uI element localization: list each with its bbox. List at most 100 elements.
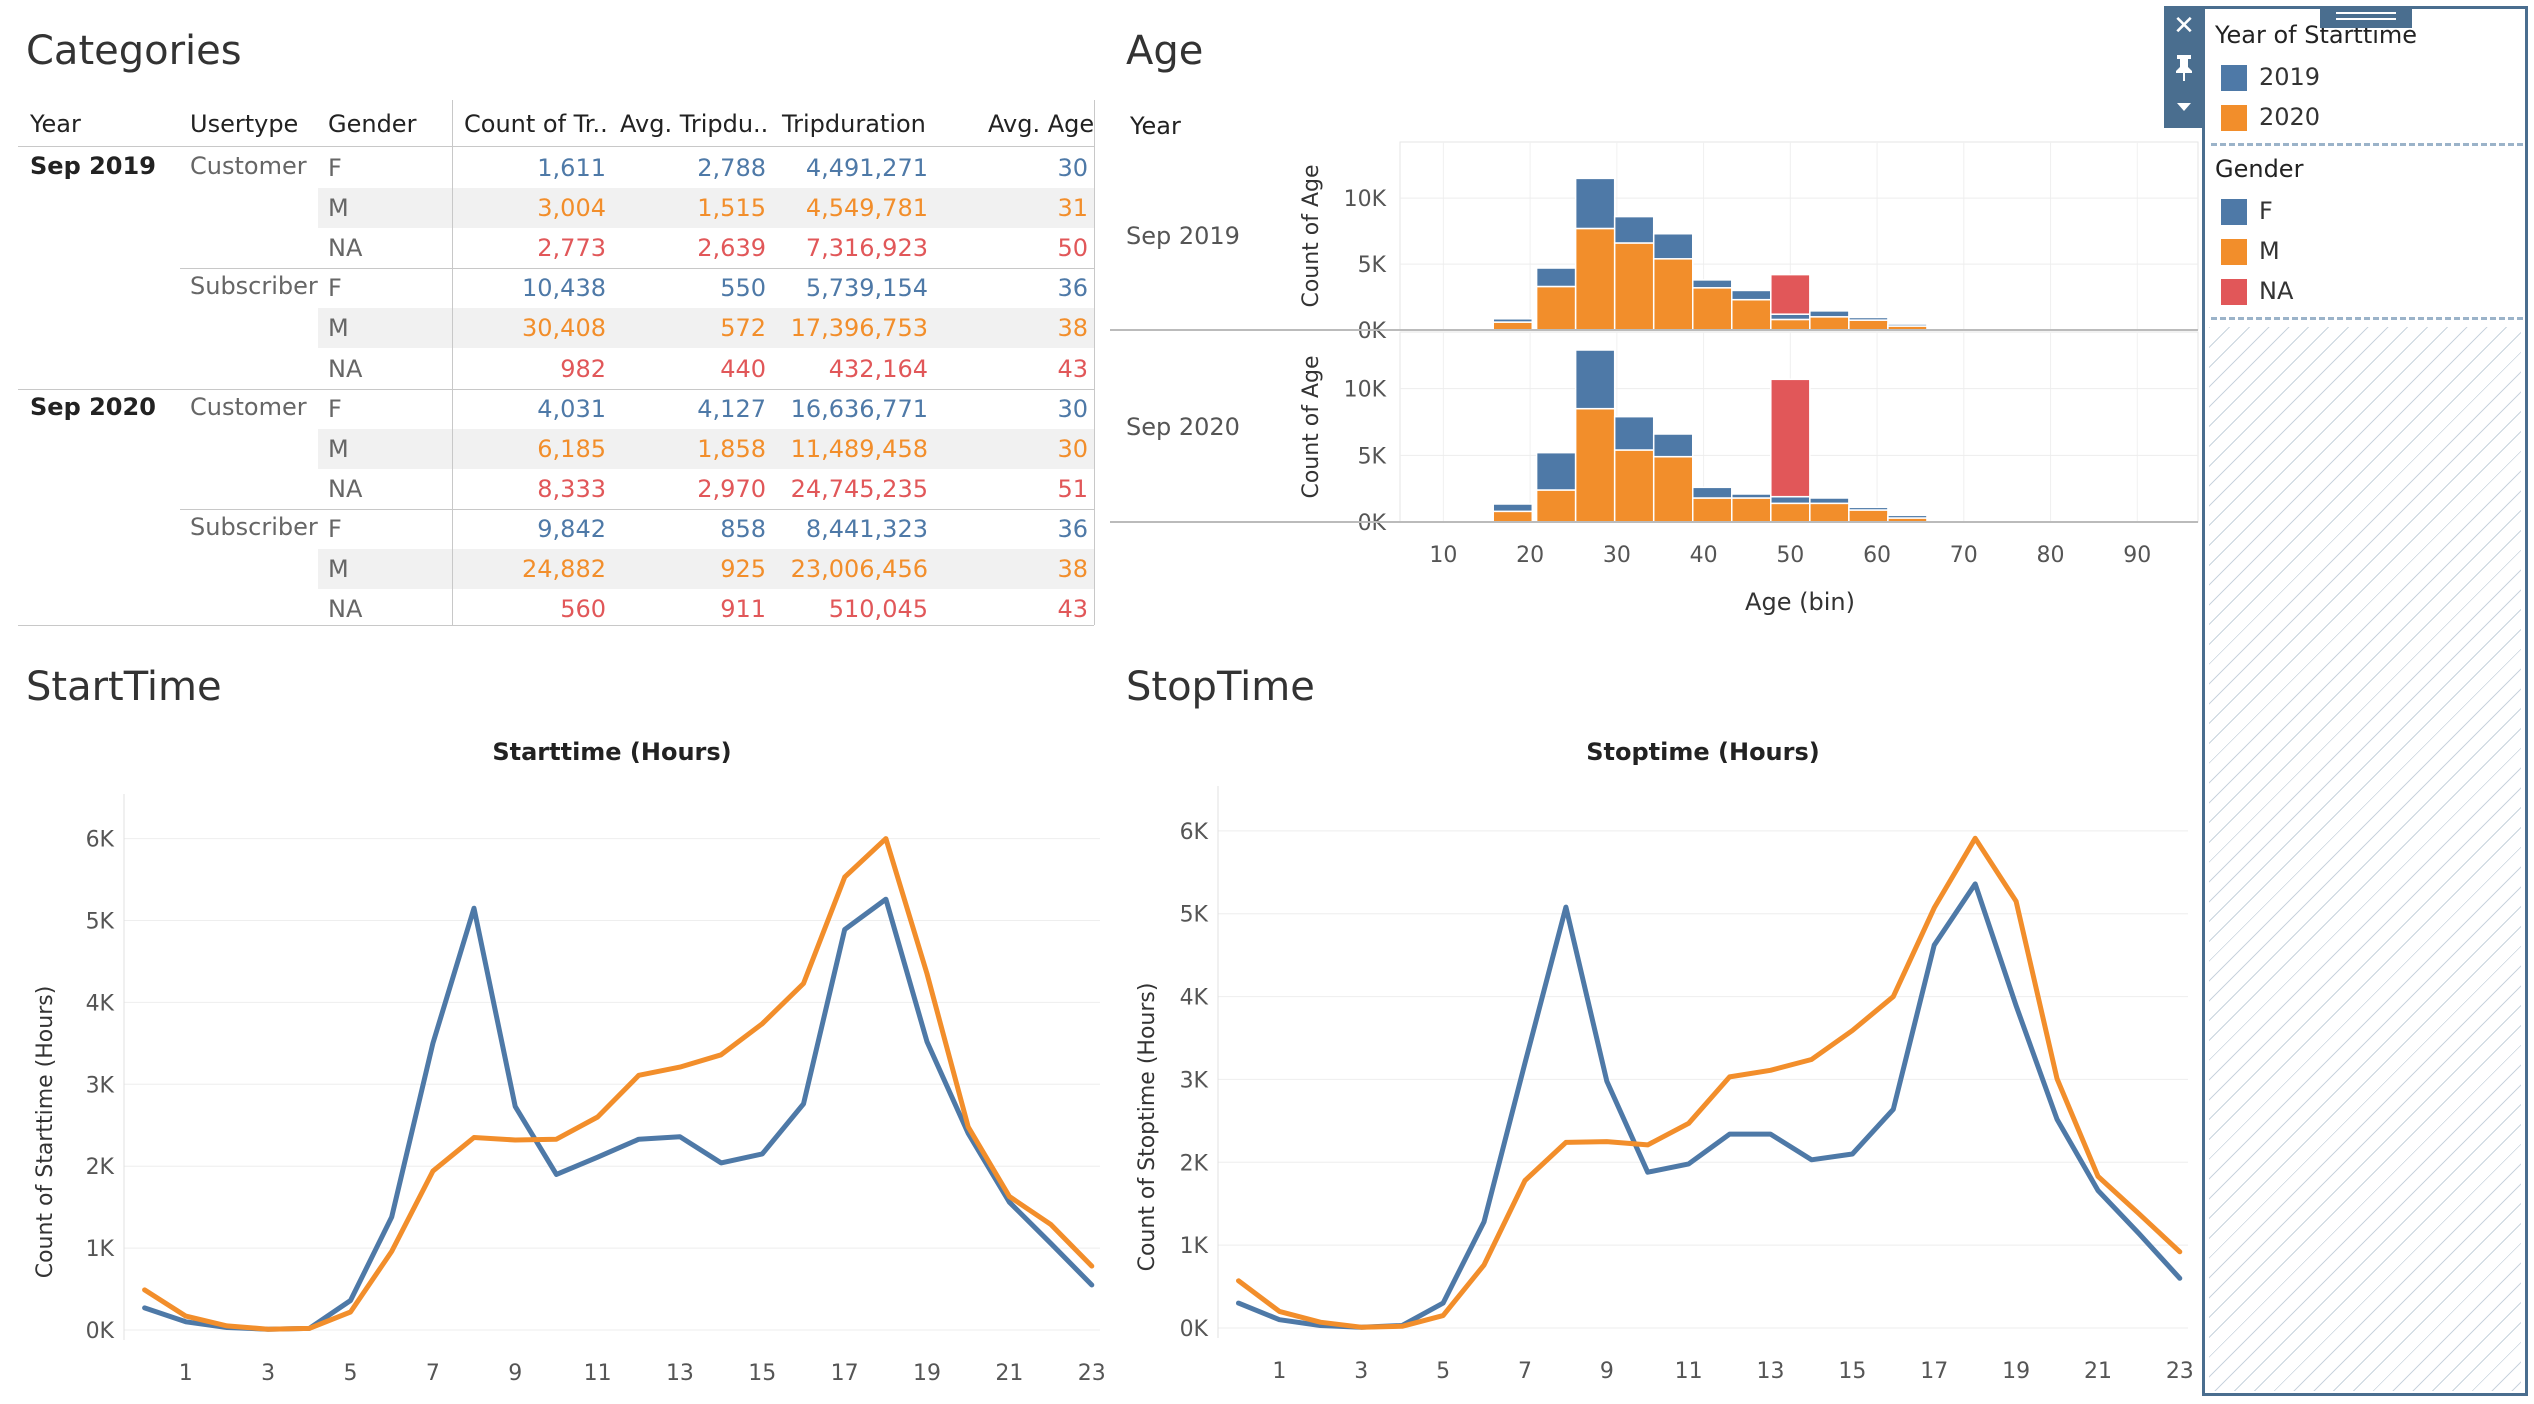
age-bar-f[interactable] <box>1492 318 1534 323</box>
header-count-of-trips[interactable]: Count of Tr.. <box>464 110 608 138</box>
age-bar-f[interactable] <box>1848 316 1889 321</box>
age-bar-f[interactable] <box>1492 503 1534 513</box>
age-bar-f[interactable] <box>1848 506 1889 511</box>
age-bar-m[interactable] <box>1770 502 1811 523</box>
tripduration-cell[interactable]: 8,441,323 <box>805 514 928 543</box>
series-line-2020[interactable] <box>1236 835 2183 1330</box>
age-bar-m[interactable] <box>1809 316 1850 331</box>
pin-icon[interactable] <box>2164 46 2204 86</box>
age-bar-f[interactable] <box>1535 451 1577 491</box>
age-bar-m[interactable] <box>1535 489 1577 523</box>
series-line-2020[interactable] <box>142 836 1095 1332</box>
tripduration-cell[interactable]: 4,549,781 <box>805 194 928 223</box>
legend-item-na[interactable]: NA <box>2221 277 2481 309</box>
age-bar-f[interactable] <box>1691 279 1733 289</box>
avg-tripduration-cell[interactable]: 911 <box>720 595 766 624</box>
count-cell[interactable]: 10,438 <box>522 274 606 303</box>
count-cell[interactable]: 1,611 <box>537 154 606 182</box>
avg-age-cell[interactable]: 43 <box>1057 595 1088 624</box>
age-bar-f[interactable] <box>1652 232 1694 260</box>
avg-age-cell[interactable]: 38 <box>1057 314 1088 343</box>
age-bar-f[interactable] <box>1770 313 1811 321</box>
avg-tripduration-cell[interactable]: 2,639 <box>697 234 766 263</box>
avg-age-cell[interactable]: 38 <box>1057 555 1088 583</box>
age-histogram[interactable]: Year 0K 5K 10K Sep 2019 Count of Age 0K 5K 10K Se… <box>1110 100 2200 630</box>
age-bar-m[interactable] <box>1691 287 1733 331</box>
header-gender[interactable]: Gender <box>328 110 417 138</box>
legend-item-f[interactable]: F <box>2221 197 2481 229</box>
age-bar-f[interactable] <box>1691 486 1733 499</box>
age-bar-f[interactable] <box>1574 177 1616 230</box>
age-bar-m[interactable] <box>1731 497 1772 523</box>
avg-tripduration-cell[interactable]: 1,858 <box>697 434 766 463</box>
count-cell[interactable]: 2,773 <box>537 234 606 263</box>
header-year[interactable]: Year <box>30 110 81 138</box>
avg-tripduration-cell[interactable]: 858 <box>720 514 766 543</box>
tripduration-cell[interactable]: 7,316,923 <box>805 234 928 263</box>
tripduration-cell[interactable]: 4,491,271 <box>805 154 928 182</box>
age-bar-f[interactable] <box>1613 215 1655 244</box>
age-bar-m[interactable] <box>1613 449 1655 523</box>
age-bar-na[interactable] <box>1770 378 1811 498</box>
count-cell[interactable]: 9,842 <box>537 514 606 543</box>
tripduration-cell[interactable]: 17,396,753 <box>790 314 928 343</box>
legend-item-2020[interactable]: 2020 <box>2221 103 2481 135</box>
age-bar-f[interactable] <box>1574 349 1616 410</box>
age-bar-f[interactable] <box>1731 289 1772 301</box>
age-bar-m[interactable] <box>1731 298 1772 331</box>
age-bar-m[interactable] <box>1691 497 1733 523</box>
count-cell[interactable]: 8,333 <box>537 474 606 503</box>
legend-drag-handle[interactable] <box>2320 6 2412 28</box>
tripduration-cell[interactable]: 5,739,154 <box>805 274 928 303</box>
avg-age-cell[interactable]: 50 <box>1057 234 1088 263</box>
header-avg-age[interactable]: Avg. Age <box>988 110 1095 138</box>
age-bar-f[interactable] <box>1887 514 1928 519</box>
age-bar-f[interactable] <box>1809 310 1850 318</box>
age-bar-na[interactable] <box>1770 273 1811 315</box>
dropdown-icon[interactable] <box>2164 86 2204 126</box>
tripduration-cell[interactable]: 510,045 <box>828 595 928 624</box>
age-bar-f[interactable] <box>1731 493 1772 499</box>
age-bar-f[interactable] <box>1535 267 1577 288</box>
avg-age-cell[interactable]: 30 <box>1057 394 1088 423</box>
tripduration-cell[interactable]: 23,006,456 <box>790 555 928 583</box>
avg-tripduration-cell[interactable]: 4,127 <box>697 394 766 423</box>
age-bar-f[interactable] <box>1887 323 1928 327</box>
age-bar-m[interactable] <box>1535 285 1577 331</box>
tripduration-cell[interactable]: 432,164 <box>828 354 928 383</box>
avg-tripduration-cell[interactable]: 2,788 <box>697 154 766 182</box>
count-cell[interactable]: 30,408 <box>522 314 606 343</box>
legend-panel[interactable]: Year of Starttime 2019 2020 Gender F M N… <box>2202 6 2528 1396</box>
age-bar-m[interactable] <box>1809 502 1850 523</box>
age-bar-m[interactable] <box>1574 407 1616 523</box>
age-bar-m[interactable] <box>1652 455 1694 523</box>
avg-tripduration-cell[interactable]: 572 <box>720 314 766 343</box>
count-cell[interactable]: 3,004 <box>537 194 606 223</box>
avg-tripduration-cell[interactable]: 2,970 <box>697 474 766 503</box>
age-bar-f[interactable] <box>1770 495 1811 505</box>
avg-tripduration-cell[interactable]: 440 <box>720 354 766 383</box>
avg-age-cell[interactable]: 30 <box>1057 434 1088 463</box>
avg-age-cell[interactable]: 31 <box>1057 194 1088 223</box>
header-tripduration[interactable]: Tripduration <box>782 110 926 138</box>
tripduration-cell[interactable]: 24,745,235 <box>790 474 928 503</box>
age-bar-m[interactable] <box>1848 509 1889 523</box>
avg-tripduration-cell[interactable]: 550 <box>720 274 766 303</box>
age-bar-m[interactable] <box>1492 321 1534 331</box>
close-icon[interactable]: ✕ <box>2173 11 2195 41</box>
age-bar-m[interactable] <box>1848 319 1889 331</box>
avg-tripduration-cell[interactable]: 925 <box>720 555 766 583</box>
age-bar-f[interactable] <box>1652 433 1694 458</box>
count-cell[interactable]: 24,882 <box>522 555 606 583</box>
avg-age-cell[interactable]: 51 <box>1057 474 1088 503</box>
age-bar-m[interactable] <box>1652 258 1694 331</box>
age-bar-m[interactable] <box>1492 510 1534 523</box>
count-cell[interactable]: 982 <box>560 354 606 383</box>
count-cell[interactable]: 560 <box>560 595 606 624</box>
age-bar-m[interactable] <box>1613 242 1655 331</box>
legend-item-2019[interactable]: 2019 <box>2221 63 2481 95</box>
legend-item-m[interactable]: M <box>2221 237 2481 269</box>
series-line-2019[interactable] <box>1236 881 2183 1330</box>
